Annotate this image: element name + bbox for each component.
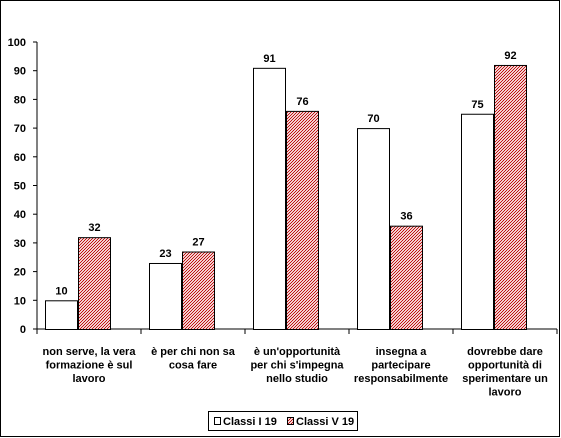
y-tick-label: 20 [14,267,26,279]
legend: Classi I 19 Classi V 19 [208,411,358,431]
legend-label: Classi V 19 [296,416,354,428]
category-label: formazione è sul [46,360,133,372]
category-label: insegna a [376,346,428,358]
category-label: sperimentare un [462,373,548,385]
y-tick-label: 0 [20,324,26,336]
y-tick-label: 10 [14,295,26,307]
y-tick-label: 90 [14,66,26,78]
data-label: 27 [192,237,204,249]
category-label: nello studio [266,373,328,385]
y-tick-label: 50 [14,181,26,193]
category-label: non serve, la vera [43,346,137,358]
bars [45,64,527,331]
legend-swatch [287,417,294,425]
category-label: responsabilmente [354,373,448,385]
category-label: lavoro [488,387,521,399]
legend-label: Classi I 19 [223,416,277,428]
bar-classi-i-2 [253,67,286,331]
bar-classi-v-2 [286,110,319,330]
legend-box [208,411,358,431]
data-label: 36 [400,211,412,223]
data-label: 91 [263,53,275,65]
bar-classi-i-0 [45,300,78,330]
data-label: 75 [471,99,483,111]
bar-classi-i-1 [149,262,182,330]
data-label: 32 [88,222,100,234]
category-label: è per chi non sa [151,346,236,358]
category-label: è un'opportunità [254,346,341,358]
bar-classi-v-1 [182,251,215,330]
bar-classi-v-3 [390,225,423,330]
data-label: 23 [159,248,171,260]
data-label: 92 [504,50,516,62]
category-label: dovrebbe dare [467,346,543,358]
y-tick-label: 40 [14,209,26,221]
y-tick-label: 80 [14,94,26,106]
category-label: opportunità di [468,360,542,372]
bar-classi-i-4 [461,113,494,330]
category-label: per chi s'impegna [250,360,344,372]
y-tick-label: 70 [14,123,26,135]
bar-classi-v-0 [78,237,111,330]
data-label: 10 [55,285,67,297]
category-label: lavoro [72,373,105,385]
y-tick-label: 30 [14,238,26,250]
data-labels: 10 32 23 27 91 76 70 36 75 92 [55,50,516,297]
data-label: 70 [367,113,379,125]
bar-classi-v-4 [494,64,527,331]
category-label: cosa fare [169,360,217,372]
y-tick-label: 60 [14,152,26,164]
bar-classi-i-3 [357,128,390,330]
legend-swatch [214,417,221,425]
category-label: partecipare [371,360,430,372]
y-tick-label: 100 [8,37,26,49]
data-label: 76 [296,96,308,108]
